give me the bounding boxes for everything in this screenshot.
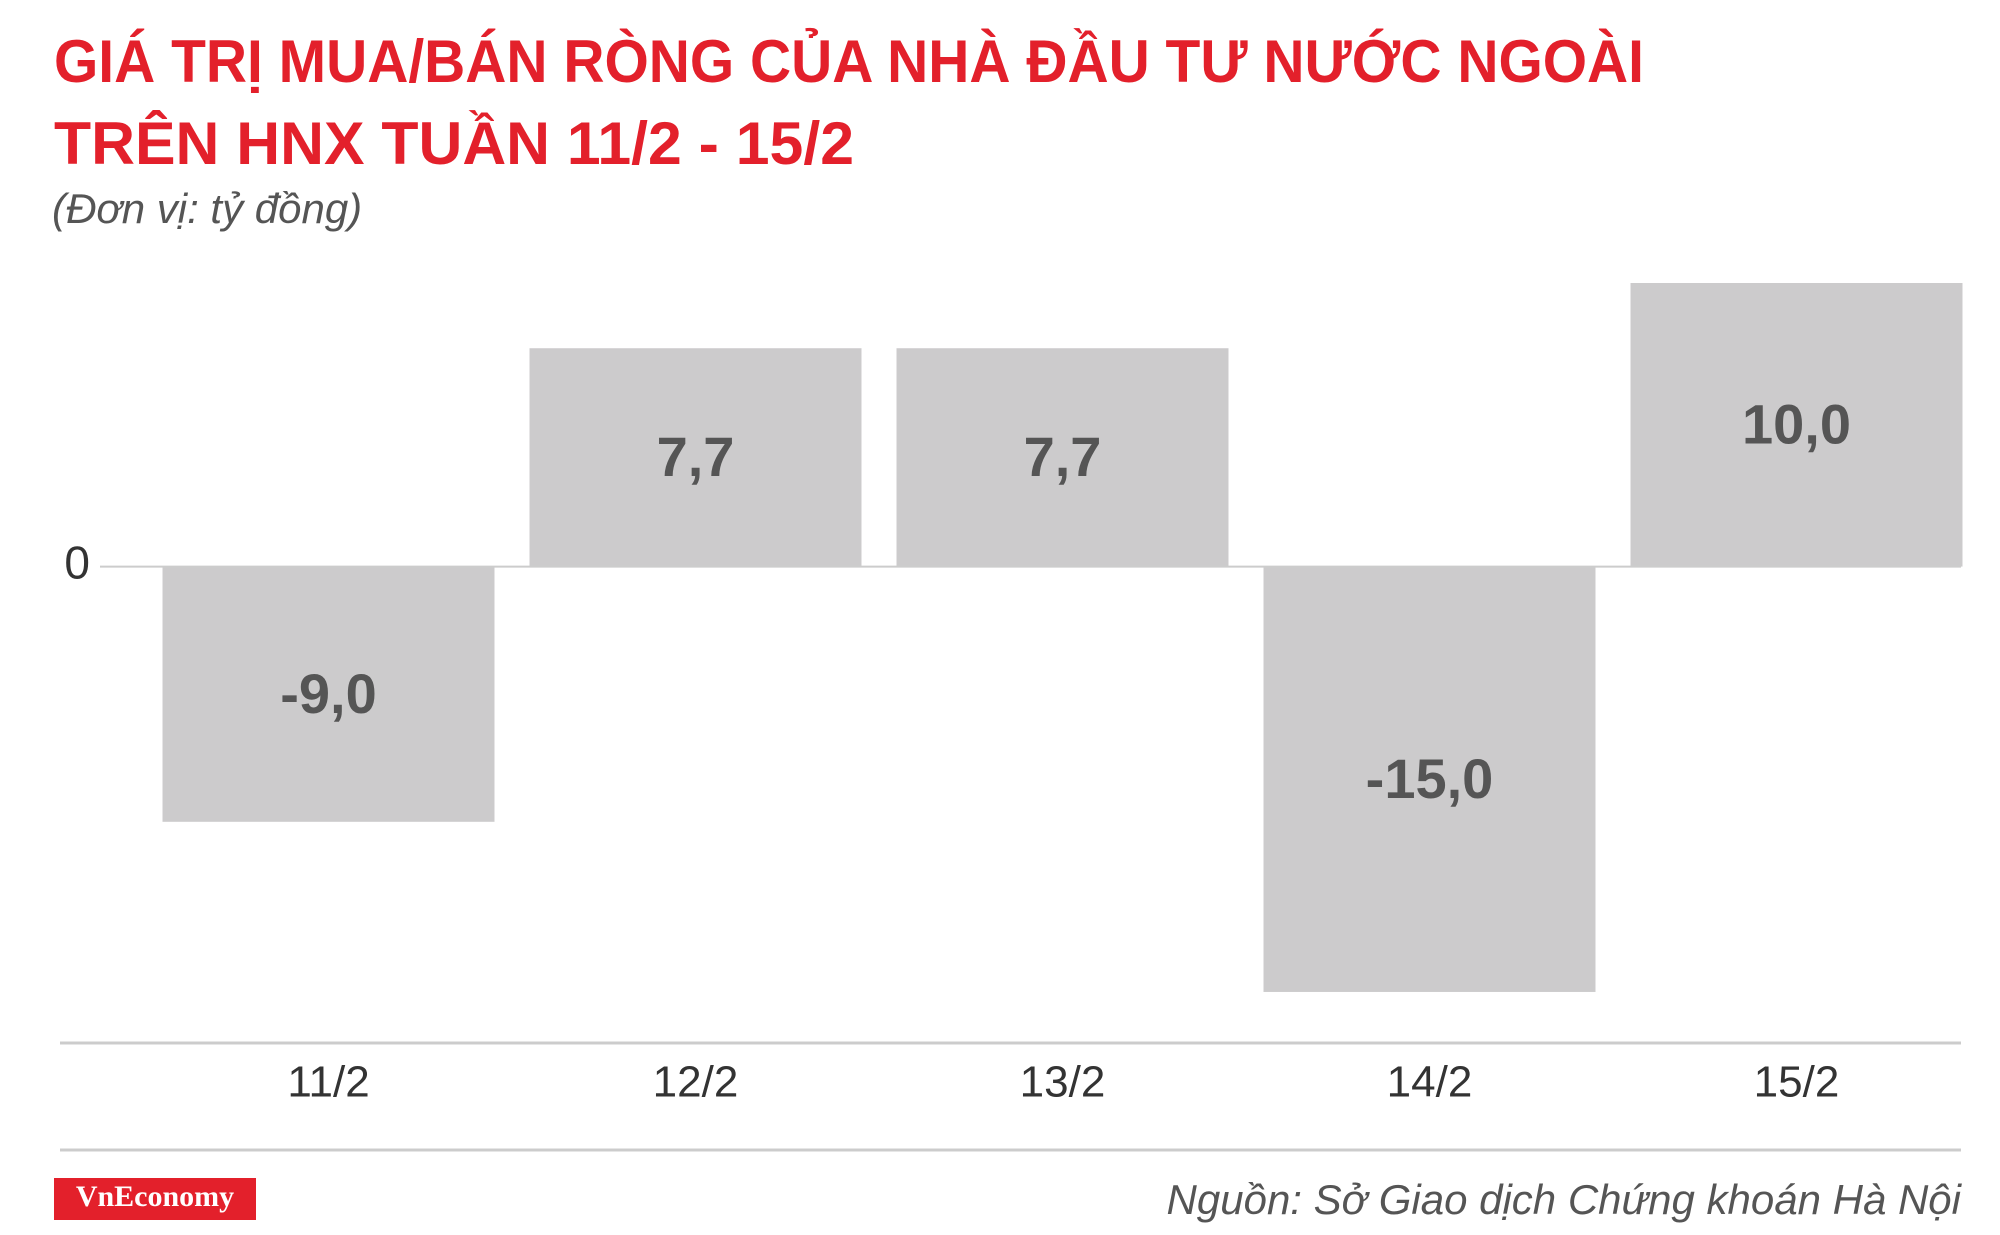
x-tick-label: 15/2 [1754,1058,1840,1107]
x-tick-label: 11/2 [287,1058,369,1107]
logo: VnEconomy [76,1180,234,1213]
bar [162,566,495,822]
value-label: -9,0 [280,662,377,725]
value-label: 10,0 [1742,393,1851,456]
logo-box [54,1178,256,1220]
value-label: 7,7 [1024,425,1102,488]
x-tick-label: 13/2 [1020,1058,1106,1107]
chart-subtitle: (Đơn vị: tỷ đồng) [52,185,362,232]
bar [1263,566,1596,992]
y-tick-label: 0 [64,537,90,589]
chart-title: GIÁ TRỊ MUA/BÁN RÒNG CỦA NHÀ ĐẦU TƯ NƯỚC… [54,28,1644,95]
value-label: 7,7 [657,425,735,488]
x-tick-label: 12/2 [653,1058,739,1107]
source: Nguồn: Sở Giao dịch Chứng khoán Hà Nội [1167,1176,1963,1223]
chart-title: TRÊN HNX TUẦN 11/2 - 15/2 [54,110,854,177]
bar [529,348,862,567]
bar [1630,283,1963,567]
value-label: -15,0 [1366,747,1494,810]
bar [896,348,1229,567]
x-tick-label: 14/2 [1387,1058,1473,1107]
